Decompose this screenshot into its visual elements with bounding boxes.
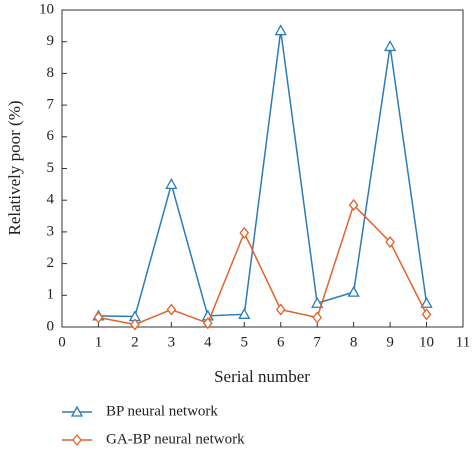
y-tick-label: 9 xyxy=(47,33,55,49)
marker xyxy=(347,285,360,297)
y-tick-label: 4 xyxy=(47,192,55,208)
x-tick-label: 10 xyxy=(419,334,434,350)
y-tick-label: 10 xyxy=(39,1,54,17)
legend-label: GA-BP neural network xyxy=(106,431,245,447)
marker xyxy=(165,178,178,190)
x-tick-label: 11 xyxy=(456,334,470,350)
marker xyxy=(312,311,323,324)
x-tick-label: 0 xyxy=(58,334,66,350)
x-tick-label: 8 xyxy=(350,334,358,350)
y-tick-label: 0 xyxy=(47,318,55,334)
x-tick-label: 1 xyxy=(95,334,103,350)
marker xyxy=(202,317,213,330)
legend-label: BP neural network xyxy=(106,403,218,419)
marker xyxy=(421,308,432,321)
x-tick-label: 6 xyxy=(277,334,285,350)
marker xyxy=(274,24,287,36)
marker xyxy=(311,296,324,308)
y-tick-label: 5 xyxy=(47,160,55,176)
x-axis-title: Serial number xyxy=(214,367,310,386)
y-tick-label: 3 xyxy=(47,223,55,239)
marker xyxy=(275,303,286,316)
x-tick-label: 5 xyxy=(241,334,249,350)
marker xyxy=(238,307,251,319)
y-tick-label: 8 xyxy=(47,65,55,81)
marker xyxy=(383,40,397,52)
x-tick-label: 4 xyxy=(204,334,212,350)
marker xyxy=(166,303,177,316)
marker xyxy=(130,318,140,331)
y-tick-label: 2 xyxy=(47,255,55,271)
y-tick-label: 1 xyxy=(47,287,55,303)
y-tick-label: 6 xyxy=(47,128,55,144)
marker xyxy=(239,226,250,239)
series-line xyxy=(98,30,428,318)
marker xyxy=(420,296,433,308)
marker xyxy=(70,405,84,417)
marker xyxy=(72,433,82,447)
marker xyxy=(93,311,104,324)
y-axis-title: Relatively poor (%) xyxy=(5,100,24,235)
marker xyxy=(385,236,395,249)
x-tick-label: 2 xyxy=(131,334,139,350)
x-tick-label: 3 xyxy=(168,334,176,350)
x-tick-label: 7 xyxy=(313,334,321,350)
series-line xyxy=(98,203,428,326)
x-tick-label: 9 xyxy=(386,334,394,350)
y-tick-label: 7 xyxy=(47,97,55,113)
marker xyxy=(348,198,359,211)
